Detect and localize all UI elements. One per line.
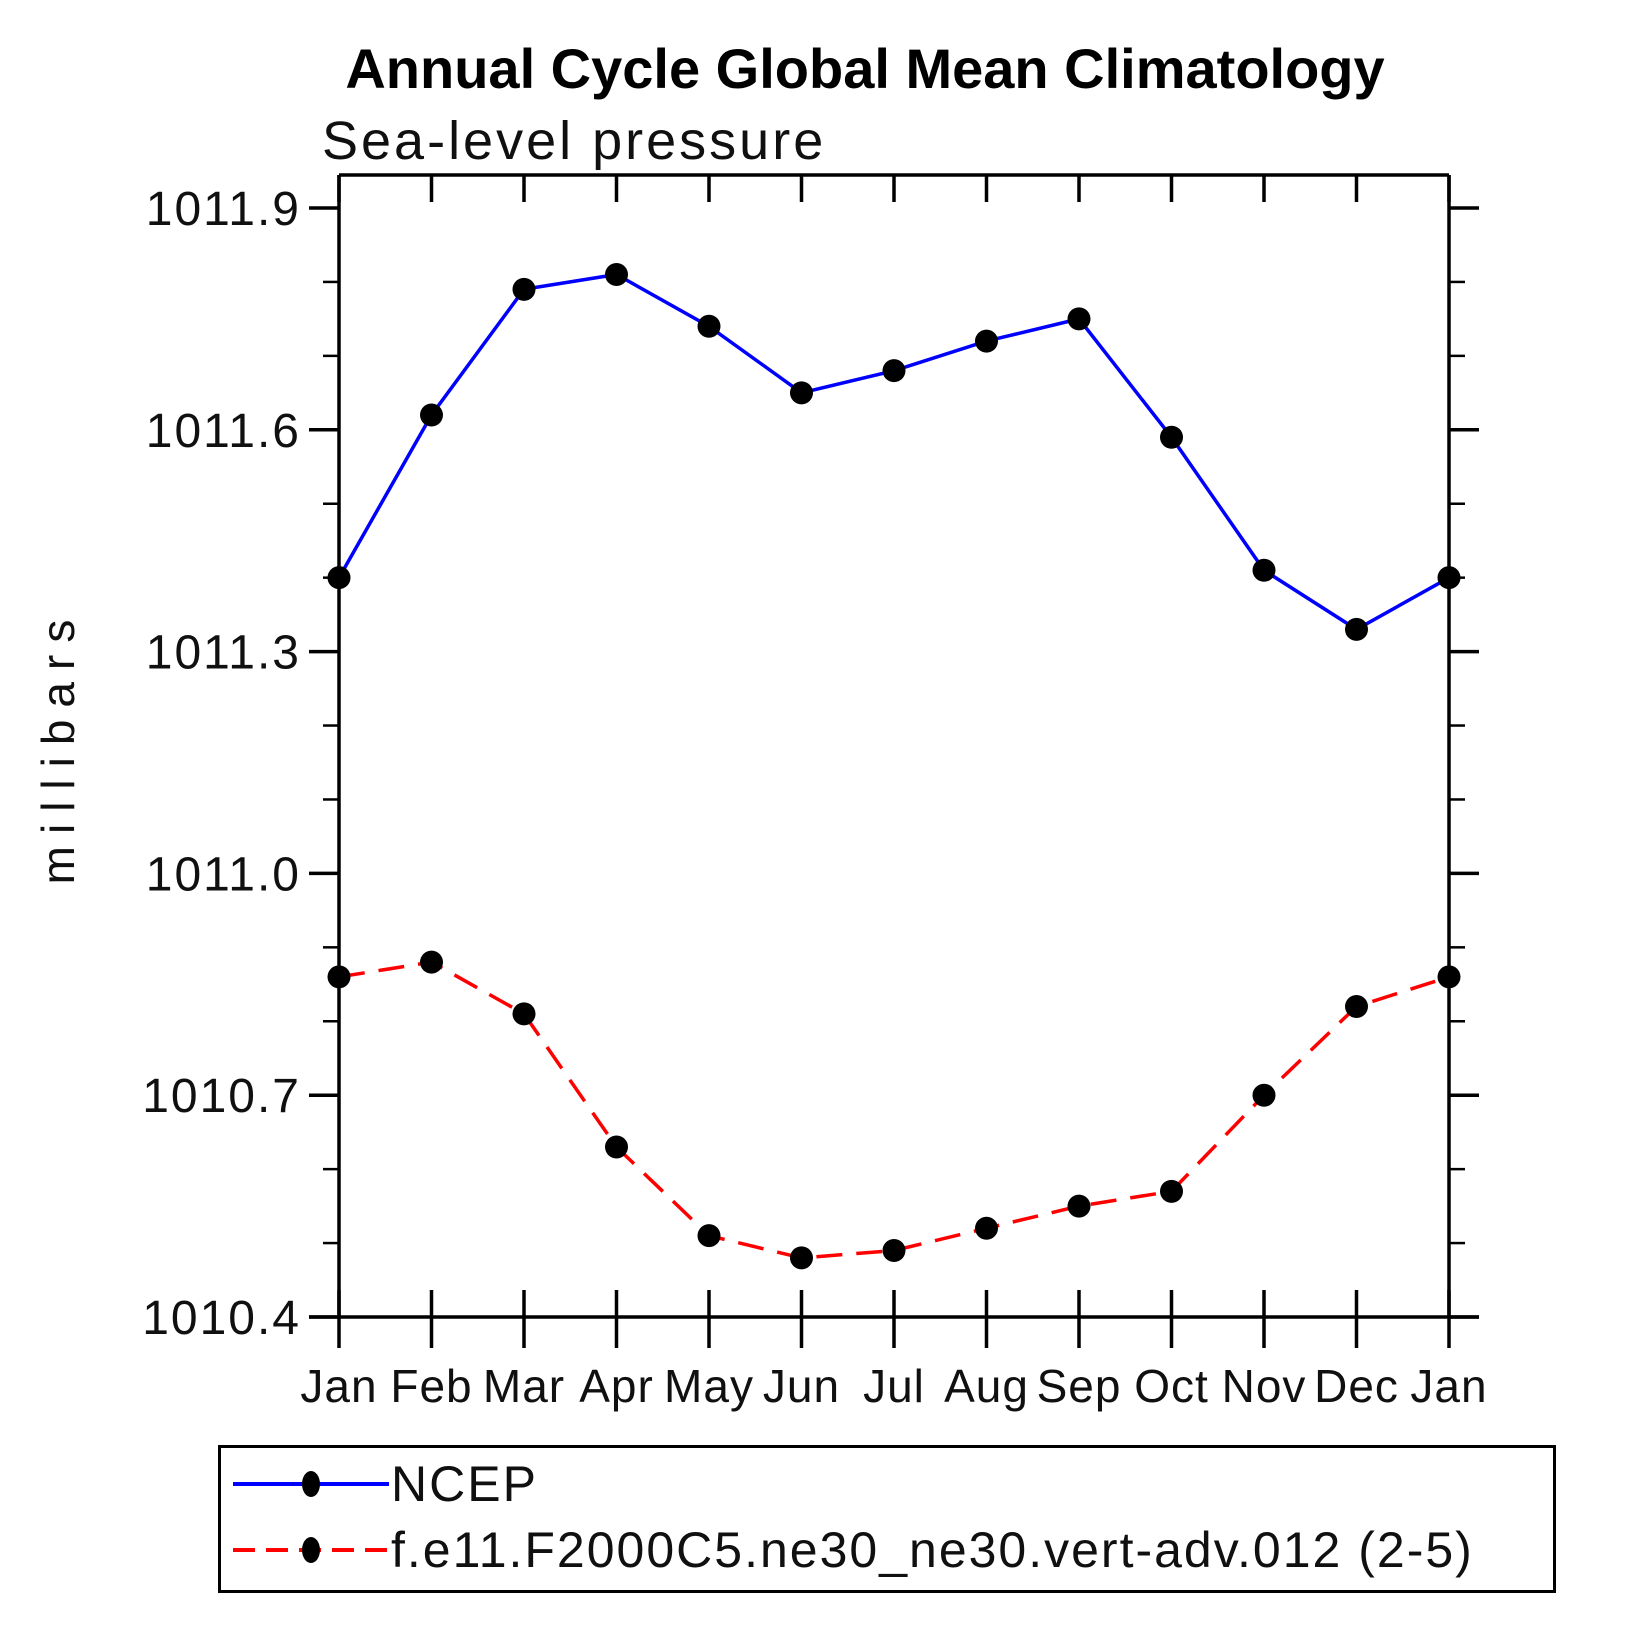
chart-title: Annual Cycle Global Mean Climatology: [345, 37, 1385, 100]
legend-box: NCEP f.e11.F2000C5.ne30_ne30.vert-adv.01…: [218, 1445, 1556, 1593]
data-point: [512, 1002, 536, 1026]
legend-marker-dot: [302, 1471, 320, 1497]
x-tick-label: Sep: [1037, 1360, 1122, 1412]
data-point: [327, 566, 351, 590]
x-tick-label: Feb: [390, 1360, 472, 1412]
y-tick-label: 1010.7: [142, 1070, 301, 1123]
x-tick-label: Jun: [763, 1360, 840, 1412]
y-tick-label: 1011.0: [146, 848, 301, 901]
data-point: [1437, 566, 1461, 590]
x-tick-label: Aug: [944, 1360, 1029, 1412]
data-point: [697, 1224, 721, 1248]
x-tick-label: Jan: [300, 1360, 377, 1412]
data-point: [605, 1135, 628, 1159]
x-tick-label: Jul: [863, 1360, 925, 1412]
data-point: [420, 950, 443, 974]
data-point: [1160, 425, 1183, 449]
data-point: [1252, 1083, 1276, 1107]
x-tick-label: Oct: [1134, 1360, 1209, 1412]
y-tick-label: 1011.9: [146, 183, 301, 236]
data-point: [1437, 965, 1461, 989]
data-point: [512, 277, 536, 301]
legend-label: NCEP: [391, 1456, 538, 1512]
x-tick-label: Jan: [1410, 1360, 1487, 1412]
data-point: [882, 359, 906, 383]
data-point: [1067, 1194, 1091, 1218]
legend-entry-ncep: NCEP: [231, 1452, 538, 1516]
data-point: [697, 314, 721, 338]
data-point: [975, 1216, 998, 1240]
legend-label: f.e11.F2000C5.ne30_ne30.vert-adv.012 (2-…: [391, 1522, 1474, 1578]
data-point: [420, 403, 443, 427]
y-tick-label: 1011.6: [146, 405, 301, 458]
data-point: [882, 1238, 906, 1262]
chart-subtitle: Sea-level pressure: [322, 111, 827, 171]
y-tick-label: 1010.4: [142, 1292, 301, 1345]
legend-sample-solid-line: [233, 1471, 389, 1497]
x-tick-label: May: [664, 1360, 754, 1412]
series-line-solid: [337, 272, 1450, 632]
data-point: [1345, 994, 1368, 1018]
data-point: [327, 965, 351, 989]
x-tick-label: Nov: [1222, 1360, 1307, 1412]
y-tick-label: 1011.3: [146, 627, 301, 680]
data-point: [1160, 1179, 1183, 1203]
data-point: [790, 1246, 813, 1270]
data-point: [975, 329, 998, 353]
x-tick-label: Mar: [483, 1360, 565, 1412]
data-point: [1067, 307, 1091, 331]
x-tick-label: Apr: [579, 1360, 654, 1412]
data-point: [790, 381, 813, 405]
series-line-dashed: [338, 960, 1450, 1260]
data-point: [1252, 558, 1276, 582]
x-tick-label: Dec: [1314, 1360, 1399, 1412]
data-point: [1345, 617, 1368, 641]
legend-marker-dot: [302, 1537, 320, 1563]
legend-entry-model: f.e11.F2000C5.ne30_ne30.vert-adv.012 (2-…: [231, 1518, 1474, 1582]
data-point: [605, 263, 628, 287]
legend-sample-dashed-line: [233, 1537, 389, 1563]
